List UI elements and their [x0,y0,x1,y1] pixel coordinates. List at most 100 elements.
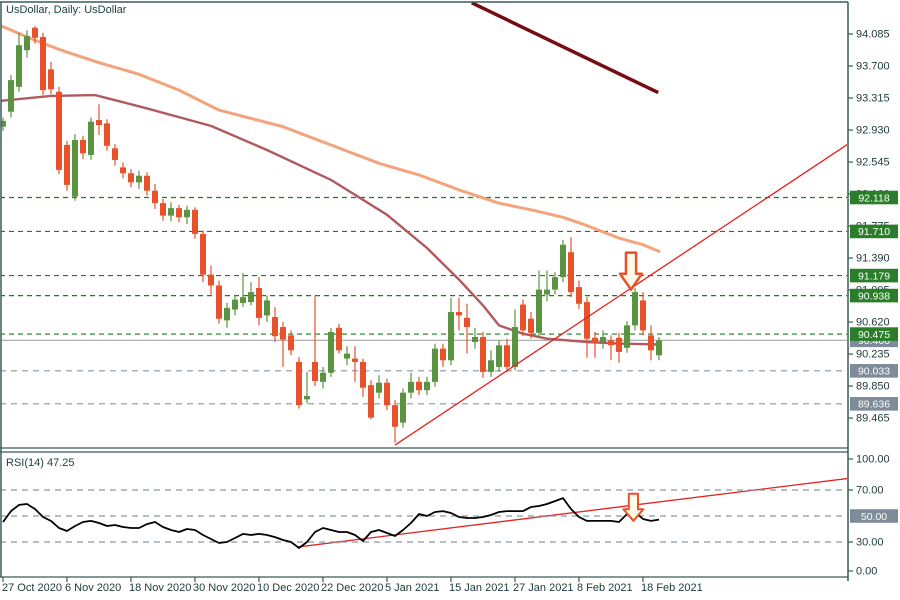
candle-body [136,175,142,183]
green-level-badge [850,224,898,239]
candle-body [616,337,622,352]
candle-body [416,381,422,391]
candle-body [168,208,174,216]
down-arrow-icon[interactable] [618,251,644,291]
rsi-axis-label: 0.00 [856,566,877,578]
candle-body [624,325,630,348]
candle-body [64,144,70,185]
green-level-badge [850,190,898,205]
gray-level-badge [850,364,898,378]
candle-body [144,175,150,191]
candle-body [320,372,326,382]
candle-body [256,287,262,318]
candle-body [288,335,294,351]
candle-body [560,244,566,278]
ascending-support-trendline[interactable] [394,143,848,446]
candle-body [88,121,94,155]
candle-body [480,336,486,372]
candle-body [176,208,182,218]
candle-body [648,335,654,351]
price-axis-label: 93.315 [856,93,890,105]
candle-body [328,332,334,373]
candle-body [104,123,110,146]
candle-body [1,120,6,127]
price-axis-label: 90.620 [856,317,890,329]
candle-body [464,317,470,328]
date-axis-label: 6 Nov 2020 [65,582,121,594]
down-arrow-icon[interactable] [622,492,645,522]
rsi-level-badge [850,509,898,523]
candle-body [376,382,382,393]
svg-text:90.033: 90.033 [858,366,890,378]
candle-body [216,285,222,319]
candle-body [432,348,438,382]
candle-body [336,327,342,351]
price-axis-label: 92.545 [856,157,890,169]
candle-body [272,317,278,337]
gray-level-badge [850,397,898,411]
green-level-badge [850,288,898,303]
candle-body [152,190,158,204]
candle-body [16,45,22,87]
candle-body [48,69,54,90]
date-axis-label: 10 Dec 2020 [257,582,319,594]
green-level-badge [850,327,898,341]
descending-resistance-trendline[interactable] [471,2,659,95]
chart-title: UsDollar, Daily: UsDollar [6,4,127,16]
candle-body [208,274,214,286]
candle-body [608,340,614,346]
price-axis-label: 92.930 [856,125,890,137]
candle-body [312,361,318,382]
candle-body [600,336,606,342]
candle-body [200,233,206,275]
svg-text:92.118: 92.118 [858,192,889,204]
candle-body [128,173,134,183]
candle-body [264,300,270,316]
candle-body [8,80,14,112]
candle-body [120,167,126,174]
candle-body [392,405,398,427]
candles-layer[interactable] [0,26,662,443]
candle-body [568,252,574,293]
candle-body [384,382,390,406]
candle-body [360,361,366,388]
svg-text:90.938: 90.938 [858,290,890,302]
candle-body [640,300,646,331]
rsi-line [2,497,660,549]
candle-body [496,345,502,367]
candle-body [456,312,462,316]
candle-body [592,337,598,343]
candle-body [32,27,38,38]
candle-body [400,392,406,423]
candle-body [368,385,374,418]
rsi-axis-label: 30.00 [856,537,884,549]
price-axis-label: 94.085 [856,29,890,41]
date-axis-label: 8 Feb 2021 [577,582,633,594]
candle-body [472,336,478,342]
candle-body [40,36,46,91]
candle-body [448,312,454,361]
price-panel[interactable] [0,2,848,446]
svg-text:91.710: 91.710 [858,226,890,238]
candle-body [536,289,542,333]
candle-body [248,292,254,303]
price-axis-label: 93.700 [856,61,890,73]
date-axis-label: 30 Nov 2020 [193,582,255,594]
rsi-panel[interactable] [0,477,851,549]
svg-text:91.179: 91.179 [858,270,890,282]
green-level-badge [850,268,898,283]
date-axis-label: 27 Oct 2020 [2,582,62,594]
candle-body [632,292,638,326]
date-axis-label: 18 Feb 2021 [641,582,703,594]
svg-text:50.00: 50.00 [861,511,887,523]
ma-slow-line [1,24,661,253]
date-axis-label: 22 Dec 2020 [321,582,383,594]
rsi-axis-label: 70.00 [856,485,884,497]
date-axis-label: 18 Nov 2020 [129,582,191,594]
rsi-indicator-label: RSI(14) 47.25 [6,457,75,469]
date-axis-label: 27 Jan 2021 [513,582,574,594]
svg-text:89.636: 89.636 [858,399,890,411]
